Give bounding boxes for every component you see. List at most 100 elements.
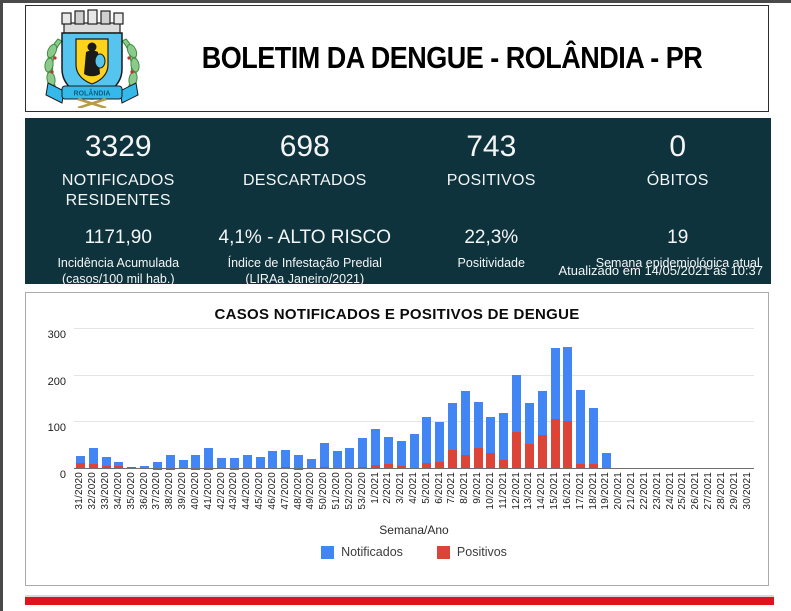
x-tick-30-2021: 30/2021 — [741, 472, 753, 510]
bar-positivos-47-2020 — [281, 466, 291, 469]
x-tick-13-2021: 13/2021 — [523, 472, 535, 510]
kpi-positivos-label: POSITIVOS — [446, 172, 536, 189]
chart: 31/2020 32/2020 33/2020 34/2020 35/2020 36/20… — [26, 328, 768, 559]
x-tick-32-2020: 32/2020 — [87, 472, 99, 510]
kpi-band: 3329 NOTIFICADOS RESIDENTES 698 DESCARTA… — [25, 118, 771, 287]
y-tick-100: 100 — [47, 422, 66, 435]
legend-label-positivos: Positivos — [456, 545, 507, 559]
x-tick-19-2021: 19/2021 — [600, 472, 612, 510]
x-tick-38-2020: 38/2020 — [164, 472, 176, 510]
x-tick-22-2021: 22/2021 — [638, 472, 650, 510]
kpi-primary-row: 3329 NOTIFICADOS RESIDENTES 698 DESCARTA… — [25, 118, 771, 211]
x-tick-50-2020: 50/2020 — [318, 472, 330, 510]
kpi-semana-label: Semana epidemiológica atual — [595, 256, 760, 270]
kpi-liraa-value: 4,1% - ALTO RISCO — [218, 227, 391, 248]
x-tick-1-2021: 1/2021 — [369, 472, 381, 504]
x-tick-46-2020: 46/2020 — [266, 472, 278, 510]
page-left-border — [0, 0, 3, 611]
bar-notificados-34-2020 — [114, 461, 124, 469]
kpi-liraa-label: Índice de Infestação Predial (LIRAa Jane… — [227, 256, 382, 286]
bar-positivos-32-2020 — [88, 463, 98, 469]
kpi-positividade-label: Positividade — [457, 256, 525, 270]
kpi-notificados-value: 3329 — [84, 130, 152, 163]
bar-positivos-10-2021 — [486, 453, 496, 469]
updated-timestamp: Atualizado em 14/05/2021 às 10:37 — [558, 263, 763, 278]
bar-positivos-50-2020 — [319, 466, 329, 469]
plot-area — [74, 328, 754, 469]
y-tick-200: 200 — [47, 375, 66, 388]
x-tick-4-2021: 4/2021 — [408, 472, 419, 504]
bar-positivos-17-2021 — [576, 464, 586, 469]
x-tick-33-2020: 33/2020 — [100, 472, 112, 510]
bar-positivos-8-2021 — [460, 455, 470, 469]
bar-positivos-2-2021 — [383, 464, 393, 469]
bar-notificados-13-2021 — [524, 402, 534, 469]
bar-notificados-15-2021 — [550, 347, 560, 469]
x-tick-10-2021: 10/2021 — [484, 472, 496, 510]
bar-notificados-5-2021 — [422, 416, 432, 469]
bar-notificados-12-2021 — [512, 375, 522, 469]
x-tick-37-2020: 37/2020 — [151, 472, 163, 510]
bar-notificados-51-2020 — [332, 450, 342, 469]
kpi-obitos-label: ÓBITOS — [646, 172, 709, 189]
bar-notificados-36-2020 — [140, 465, 150, 469]
kpi-incidencia-label: Incidência Acumulada (casos/100 mil hab.… — [57, 256, 180, 286]
x-tick-12-2021: 12/2021 — [510, 472, 522, 510]
kpi-incidencia-value: 1171,90 — [84, 227, 152, 248]
chart-legend: Notificados Positivos — [74, 545, 754, 559]
x-tick-9-2021: 9/2021 — [472, 472, 484, 504]
x-tick-16-2021: 16/2021 — [561, 472, 573, 510]
y-tick-0: 0 — [59, 469, 66, 481]
bar-notificados-43-2020 — [229, 457, 239, 469]
kpi-descartados-label: DESCARTADOS — [242, 172, 367, 189]
x-tick-28-2021: 28/2021 — [715, 472, 727, 510]
bar-notificados-49-2020 — [306, 459, 316, 469]
bar-notificados-32-2020 — [88, 448, 98, 469]
bar-notificados-40-2020 — [191, 455, 201, 469]
kpi-obitos-value: 0 — [669, 130, 687, 163]
kpi-descartados: 698 DESCARTADOS — [212, 131, 399, 211]
bar-notificados-47-2020 — [281, 449, 291, 469]
x-tick-7-2021: 7/2021 — [446, 472, 458, 504]
chart-card: CASOS NOTIFICADOS E POSITIVOS DE DENGUE … — [25, 292, 769, 586]
page-title: BOLETIM DA DENGUE - ROLÂNDIA - PR — [201, 41, 703, 75]
bar-notificados-39-2020 — [178, 460, 188, 469]
x-tick-31-2020: 31/2020 — [74, 472, 86, 510]
header: ROLÂNDIA BOLETIM DA DENGUE - ROLÂNDIA - … — [25, 5, 769, 112]
bar-notificados-6-2021 — [435, 422, 445, 469]
kpi-obitos: 0 ÓBITOS — [585, 131, 772, 211]
bar-notificados-44-2020 — [242, 454, 252, 469]
x-tick-45-2020: 45/2020 — [254, 472, 266, 510]
x-tick-23-2021: 23/2021 — [651, 472, 663, 510]
kpi-descartados-value: 698 — [279, 130, 330, 163]
legend-item-notificados: Notificados — [321, 545, 403, 559]
city-coat-of-arms-logo: ROLÂNDIA — [44, 9, 140, 108]
bar-notificados-46-2020 — [268, 450, 278, 469]
kpi-notificados-label: NOTIFICADOS RESIDENTES — [61, 172, 175, 209]
saint-figure — [84, 42, 106, 77]
bar-notificados-14-2021 — [537, 391, 547, 469]
bar-positivos-1-2021 — [371, 464, 380, 469]
x-tick-21-2021: 21/2021 — [626, 472, 638, 510]
x-tick-43-2020: 43/2020 — [228, 472, 240, 510]
legend-swatch-positivos — [436, 545, 450, 559]
bar-positivos-16-2021 — [563, 420, 573, 469]
kpi-incidencia: 1171,90 Incidência Acumulada (casos/100 … — [25, 227, 212, 287]
bar-positivos-13-2021 — [524, 444, 534, 469]
x-tick-52-2020: 52/2020 — [343, 472, 355, 510]
x-tick-11-2021: 11/2021 — [497, 472, 509, 509]
bar-notificados-33-2020 — [101, 456, 111, 469]
bar-notificados-3-2021 — [396, 441, 406, 469]
bar-notificados-9-2021 — [473, 402, 483, 469]
kpi-semana-value: 19 — [667, 227, 689, 248]
crown-icon — [61, 9, 124, 34]
bar-positivos-14-2021 — [537, 434, 547, 469]
bar-positivos-5-2021 — [422, 463, 432, 469]
bar-positivos-11-2021 — [499, 460, 509, 469]
bar-positivos-33-2020 — [101, 465, 111, 469]
kpi-secondary-row: 1171,90 Incidência Acumulada (casos/100 … — [25, 211, 771, 287]
bar-notificados-7-2021 — [447, 403, 457, 469]
x-tick-40-2020: 40/2020 — [189, 472, 201, 510]
bar-notificados-52-2020 — [345, 448, 355, 469]
x-tick-29-2021: 29/2021 — [728, 472, 740, 510]
